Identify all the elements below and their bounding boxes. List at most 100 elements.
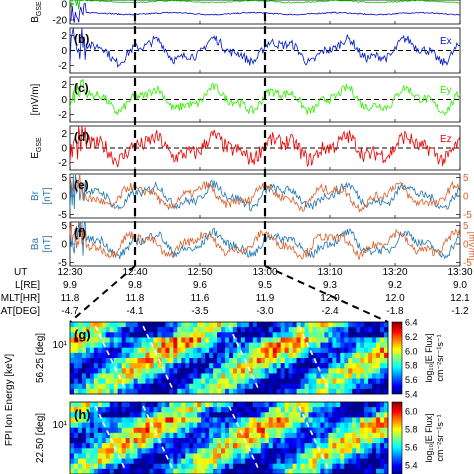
spectrogram-cell bbox=[380, 463, 385, 470]
spectrogram-cell bbox=[97, 337, 103, 343]
spectrogram-cell bbox=[165, 453, 170, 459]
spectrogram-cell bbox=[232, 322, 238, 328]
spectrogram-cell bbox=[320, 427, 325, 434]
spectrogram-cell bbox=[372, 358, 377, 364]
spectrogram-cell bbox=[364, 417, 369, 423]
spectrogram-cell bbox=[157, 337, 162, 343]
spectrogram-cell bbox=[248, 417, 254, 423]
spectrogram-cell bbox=[173, 347, 178, 354]
spectrogram-cell bbox=[121, 438, 127, 444]
spectrogram-cell bbox=[308, 383, 313, 390]
spectrogram-cell bbox=[129, 363, 135, 369]
spectrogram-cell bbox=[125, 363, 131, 369]
spectrogram-cell bbox=[189, 378, 194, 385]
spectrogram-cell bbox=[125, 417, 131, 423]
spectrogram-cell bbox=[252, 337, 258, 343]
spectrogram-cell bbox=[217, 422, 222, 429]
spectrogram-cell bbox=[197, 458, 202, 465]
spectrogram-cell bbox=[232, 363, 238, 369]
spectrogram-cell bbox=[201, 443, 206, 449]
y-tick-label: 5 bbox=[61, 173, 67, 184]
spectrogram-cell bbox=[260, 448, 266, 454]
spectrogram-cell bbox=[264, 458, 270, 465]
spectrogram-cell bbox=[169, 458, 174, 465]
orbit-table: UT 12:30 12:40 12:50 13:00 13:10 13:20 13:30L[R… bbox=[0, 267, 473, 317]
spectrogram-cell bbox=[280, 363, 286, 369]
spectrogram-cell bbox=[145, 422, 150, 429]
spectrogram-cell bbox=[348, 378, 353, 385]
spectrogram-cell bbox=[296, 402, 301, 408]
spectrogram-cell bbox=[380, 438, 385, 444]
spectrogram-cell bbox=[332, 342, 337, 349]
y2-tick-label: 0 bbox=[463, 192, 469, 203]
spectrogram-cell bbox=[70, 347, 75, 354]
spectrogram-cell bbox=[320, 463, 325, 470]
spectrogram-cell bbox=[272, 468, 278, 474]
spectrogram-cell bbox=[149, 453, 154, 459]
spectrogram-cell bbox=[300, 327, 305, 333]
spectrogram-cell bbox=[169, 327, 174, 333]
spectrogram-cell bbox=[232, 347, 238, 354]
spectrogram-cell bbox=[149, 458, 154, 465]
spectrogram-cell bbox=[320, 322, 325, 328]
spectrogram-cell bbox=[201, 458, 206, 465]
spectrogram-cell bbox=[145, 337, 150, 343]
spectrogram-cell bbox=[312, 368, 317, 374]
spectrogram-cell bbox=[221, 427, 226, 434]
spectrogram-cell bbox=[332, 368, 337, 374]
spectrogram-cell bbox=[197, 337, 202, 343]
spectrogram-cell bbox=[332, 412, 337, 418]
spectrogram-cell bbox=[320, 347, 325, 354]
spectrogram-cell bbox=[336, 468, 341, 474]
spectrogram-cell bbox=[149, 463, 154, 470]
spectrogram-cell bbox=[109, 383, 115, 390]
y2-tick-label: -5 bbox=[463, 210, 472, 221]
spectrogram-cell bbox=[252, 468, 258, 474]
spectrogram-cell bbox=[165, 342, 170, 349]
y2-tick-label: 5 bbox=[463, 221, 469, 232]
spectrogram-cell bbox=[364, 322, 369, 328]
spectrogram-cell bbox=[121, 363, 127, 369]
spectrogram-cell bbox=[161, 322, 166, 328]
spectrogram-cell bbox=[173, 432, 178, 439]
spectrogram-cell bbox=[101, 373, 107, 379]
spectrogram-cell bbox=[165, 373, 170, 379]
spectrogram-cell bbox=[113, 342, 119, 349]
spectrogram-cell bbox=[232, 388, 238, 395]
y-tick-label: 0 bbox=[61, 144, 67, 155]
spectrogram-cell bbox=[229, 438, 234, 444]
spectrogram-cell bbox=[304, 448, 309, 454]
spectrogram-cell bbox=[181, 468, 186, 474]
spectrogram-cell bbox=[229, 332, 234, 338]
spectrogram-cell bbox=[229, 443, 234, 449]
spectrogram-cell bbox=[145, 432, 150, 439]
spectrogram-cell bbox=[93, 352, 99, 359]
spectrogram-cell bbox=[105, 322, 111, 328]
spectrogram-cell bbox=[320, 368, 325, 374]
spectrogram-cell bbox=[221, 342, 226, 349]
spectrogram-cell bbox=[101, 427, 107, 434]
spectrogram-cell bbox=[181, 358, 186, 364]
spectrogram-cell bbox=[360, 347, 365, 354]
spectrogram-cell bbox=[73, 453, 79, 459]
spectrogram-cell bbox=[320, 378, 325, 385]
spectrogram-cell bbox=[125, 383, 131, 390]
spectrogram-cell bbox=[149, 448, 154, 454]
spectrogram-cell bbox=[272, 347, 278, 354]
spectrogram-cell bbox=[125, 422, 131, 429]
spectrogram-cell bbox=[193, 417, 198, 423]
spectrogram-cell bbox=[89, 388, 95, 395]
spectrogram-cell bbox=[177, 383, 182, 390]
spectrogram-cell bbox=[236, 322, 242, 328]
spectrogram-cell bbox=[209, 373, 214, 379]
spectrogram-cell bbox=[372, 422, 377, 429]
spectrogram-cell bbox=[348, 463, 353, 470]
spectrogram-cell bbox=[380, 327, 385, 333]
spectrogram-cell bbox=[141, 347, 146, 354]
spectrogram-cell bbox=[380, 373, 385, 379]
colorbar-tick-label: 6.0 bbox=[405, 346, 418, 356]
spectrogram-cell bbox=[73, 373, 79, 379]
y-axis-label: BGSE bbox=[30, 1, 43, 23]
spectrogram-cell bbox=[125, 448, 131, 454]
spectrogram-cell bbox=[221, 417, 226, 423]
